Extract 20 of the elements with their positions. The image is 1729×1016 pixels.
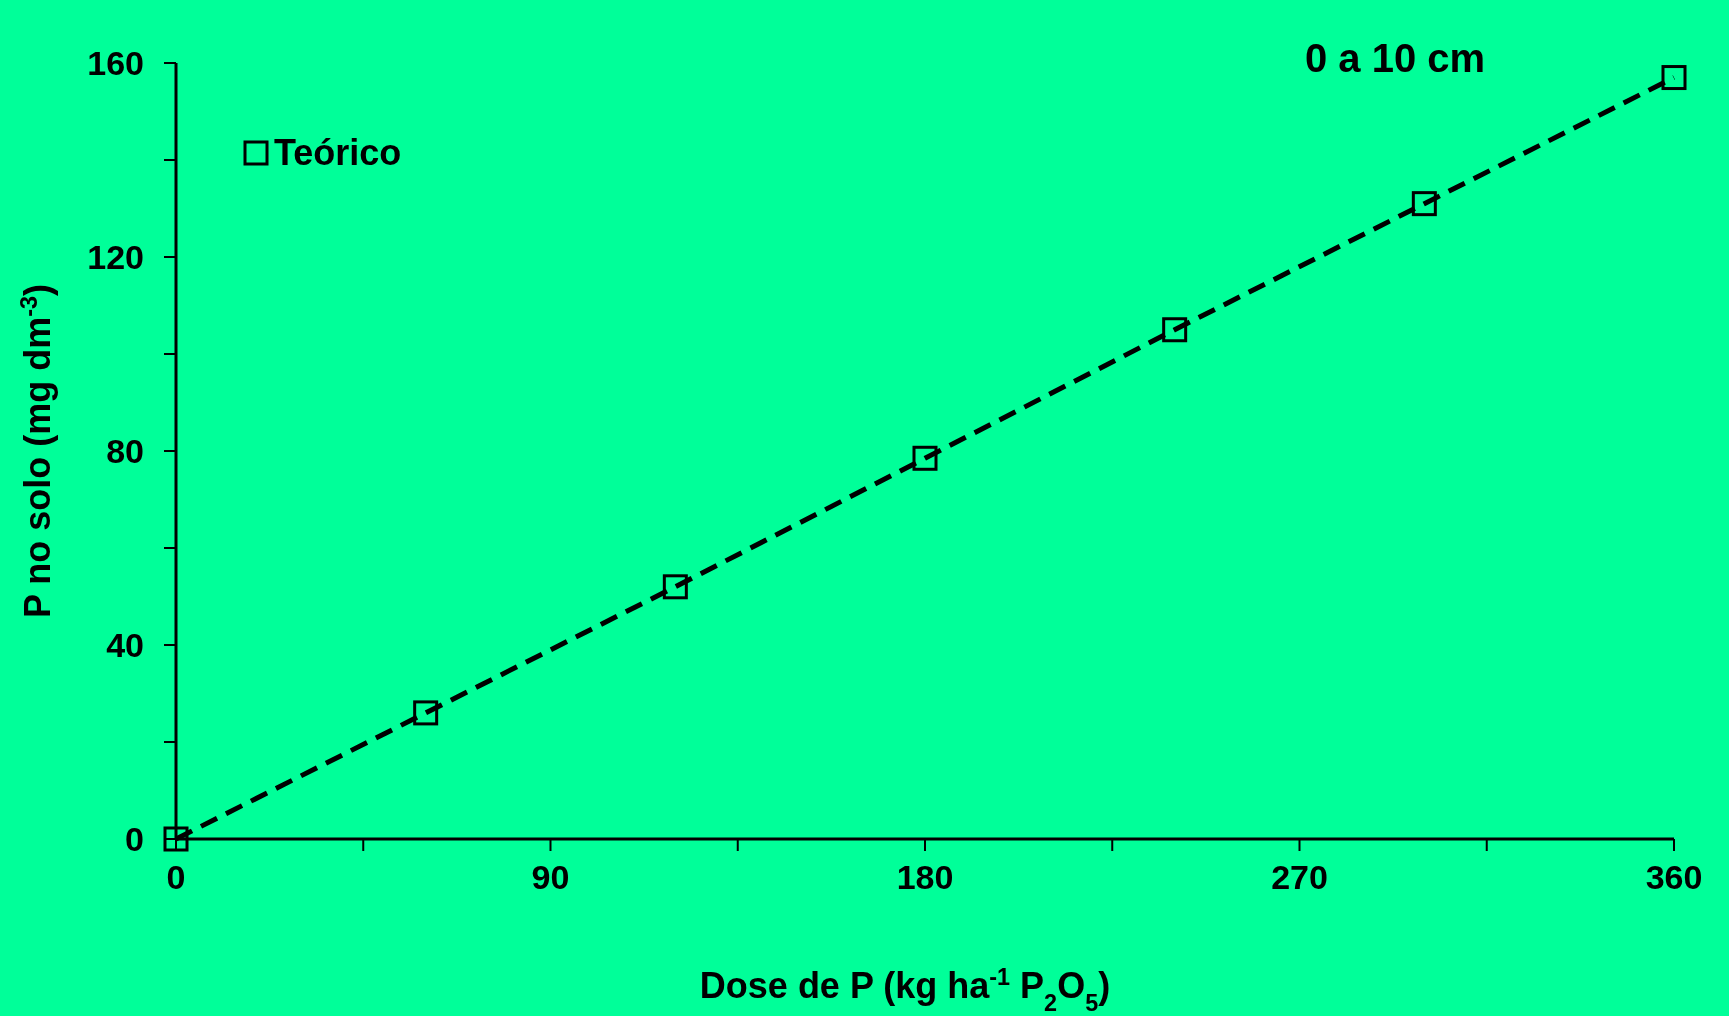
x-tick-label: 360 [1645, 858, 1703, 896]
y-tick-label: 80 [106, 432, 144, 470]
x-tick-label: 180 [896, 858, 954, 896]
point [163, 826, 189, 852]
legend-label: Teórico [274, 132, 402, 173]
x-tick-label: 0 [166, 858, 186, 896]
point [1661, 65, 1687, 91]
point [912, 445, 938, 471]
point [1162, 317, 1188, 343]
y-tick-label: 0 [125, 820, 144, 858]
y-tick-label: 40 [106, 626, 144, 664]
x-tick-label: 270 [1271, 858, 1328, 896]
y-tick-label: 120 [87, 238, 144, 276]
x-tick-label: 90 [531, 858, 570, 896]
point [1411, 191, 1437, 217]
x-axis-title: Dose de P (kg ha$^{-1}$ P$_{2}$O$_{5}$) [699, 964, 1111, 1016]
chart-title: 0 a 10 cm [1304, 36, 1486, 80]
point [662, 574, 688, 600]
y-tick-label: 160 [87, 44, 144, 82]
point [413, 700, 439, 726]
